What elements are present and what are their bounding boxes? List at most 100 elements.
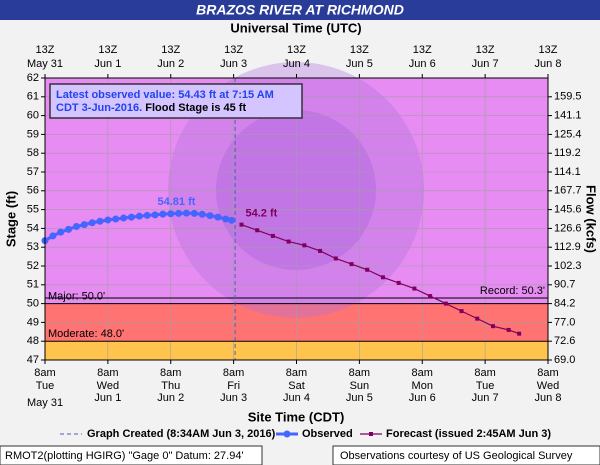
top-x-date-label: Jun 7 — [472, 58, 499, 70]
x-weekday-label: Wed — [97, 380, 119, 392]
y-tick-label: 55 — [27, 204, 39, 216]
x-tick-label: 8am — [412, 367, 433, 379]
y-tick-label: 58 — [27, 147, 39, 159]
y-tick-label: 61 — [27, 91, 39, 103]
top-x-tick-label: 13Z — [224, 44, 243, 56]
x-weekday-label: Wed — [537, 380, 559, 392]
observed-point — [57, 228, 65, 236]
observed-point — [198, 210, 206, 218]
y2-tick-label: 167.7 — [554, 185, 582, 197]
y2-tick-label: 77.0 — [554, 316, 575, 328]
y2-tick-label: 90.7 — [554, 279, 575, 291]
forecast-point — [318, 248, 323, 253]
forecast-point — [412, 286, 417, 291]
x-date-label: Jun 4 — [283, 392, 310, 404]
y2-tick-label: 119.2 — [554, 147, 581, 159]
y2-tick-label: 126.6 — [554, 222, 582, 234]
forecast-point — [490, 324, 495, 329]
forecast-point — [286, 239, 291, 244]
footer-box — [332, 445, 600, 465]
observed-point — [206, 212, 214, 220]
y-tick-label: 59 — [27, 128, 39, 140]
x-date-label: Jun 7 — [472, 392, 499, 404]
top-x-date-label: Jun 1 — [94, 58, 121, 70]
top-x-tick-label: 13Z — [350, 44, 369, 56]
y-tick-label: 50 — [27, 298, 39, 310]
x-weekday-label: Thu — [161, 380, 180, 392]
y-tick-label: 60 — [27, 110, 39, 122]
y-axis-title: Stage (ft) — [3, 191, 18, 247]
legend-forecast — [369, 432, 373, 436]
observed-point — [65, 225, 73, 233]
y2-tick-label: 125.4 — [554, 128, 582, 140]
top-x-date-label: Jun 2 — [157, 58, 184, 70]
title-bar — [0, 0, 600, 20]
y2-tick-label: 102.3 — [554, 260, 582, 272]
top-x-tick-label: 13Z — [36, 44, 55, 56]
top-x-date-label: Jun 3 — [220, 58, 247, 70]
footer-box — [0, 445, 263, 465]
y2-tick-label: 72.6 — [554, 335, 575, 347]
top-x-tick-label: 13Z — [539, 44, 558, 56]
forecast-point — [443, 301, 448, 306]
forecast-point — [459, 309, 464, 314]
top-axis-title: Universal Time (UTC) — [230, 20, 361, 35]
y-tick-label: 57 — [27, 166, 39, 178]
x-weekday-label: Fri — [227, 380, 240, 392]
top-x-date-label: May 31 — [27, 58, 63, 70]
stage-label: Major: 50.0' — [48, 291, 105, 303]
top-x-tick-label: 13Z — [98, 44, 117, 56]
forecast-point — [380, 275, 385, 280]
observed-point — [88, 219, 96, 227]
observed-point — [159, 210, 167, 218]
x-date-label: Jun 3 — [220, 392, 247, 404]
y2-tick-label: 112.9 — [554, 241, 581, 253]
y-tick-label: 52 — [27, 260, 39, 272]
observed-point — [143, 211, 151, 219]
top-x-date-label: Jun 6 — [409, 58, 436, 70]
x-date-label: Jun 5 — [346, 392, 373, 404]
legend-observed — [283, 430, 291, 438]
y-tick-label: 62 — [27, 72, 39, 84]
y-tick-label: 54 — [27, 222, 39, 234]
observed-point — [190, 209, 198, 217]
annotation: 54.2 ft — [245, 208, 277, 220]
y2-tick-label: 114.1 — [554, 166, 581, 178]
top-x-date-label: Jun 4 — [283, 58, 310, 70]
forecast-point — [396, 280, 401, 285]
forecast-point — [302, 243, 307, 248]
observed-point — [72, 223, 80, 231]
x-axis-title: Site Time (CDT) — [248, 409, 345, 424]
info-box — [49, 83, 303, 119]
y-tick-label: 49 — [27, 316, 39, 328]
x-date-label: Jun 6 — [409, 392, 436, 404]
observed-point — [80, 221, 88, 229]
y2-tick-label: 159.5 — [554, 91, 582, 103]
y2-axis-title: Flow (kcfs) — [584, 185, 599, 253]
y2-tick-label: 69.0 — [554, 354, 575, 366]
observed-point — [49, 232, 57, 240]
observed-point — [167, 210, 175, 218]
forecast-point — [475, 316, 480, 321]
observed-point — [135, 212, 143, 220]
forecast-point — [255, 228, 260, 233]
y-tick-label: 56 — [27, 185, 39, 197]
stage-label: Record: 50.3' — [480, 285, 545, 297]
y-tick-label: 47 — [27, 354, 39, 366]
observed-point — [228, 216, 236, 224]
x-tick-label: 8am — [349, 367, 370, 379]
info-line: Latest observed value: 54.43 ft at 7:15 … — [56, 89, 274, 101]
y2-tick-label: 145.6 — [554, 204, 582, 216]
x-weekday-label: Sun — [350, 380, 370, 392]
observed-point — [214, 213, 222, 221]
observed-point — [175, 209, 183, 217]
x-date-label: Jun 8 — [535, 392, 562, 404]
top-x-date-label: Jun 8 — [535, 58, 562, 70]
x-tick-label: 8am — [537, 367, 558, 379]
noaa-watermark — [168, 62, 424, 318]
info-date: CDT 3-Jun-2016. — [56, 102, 142, 114]
plot-frame — [44, 77, 549, 361]
forecast-point — [333, 256, 338, 261]
x-date-label: May 31 — [27, 397, 63, 409]
x-tick-label: 8am — [160, 367, 181, 379]
